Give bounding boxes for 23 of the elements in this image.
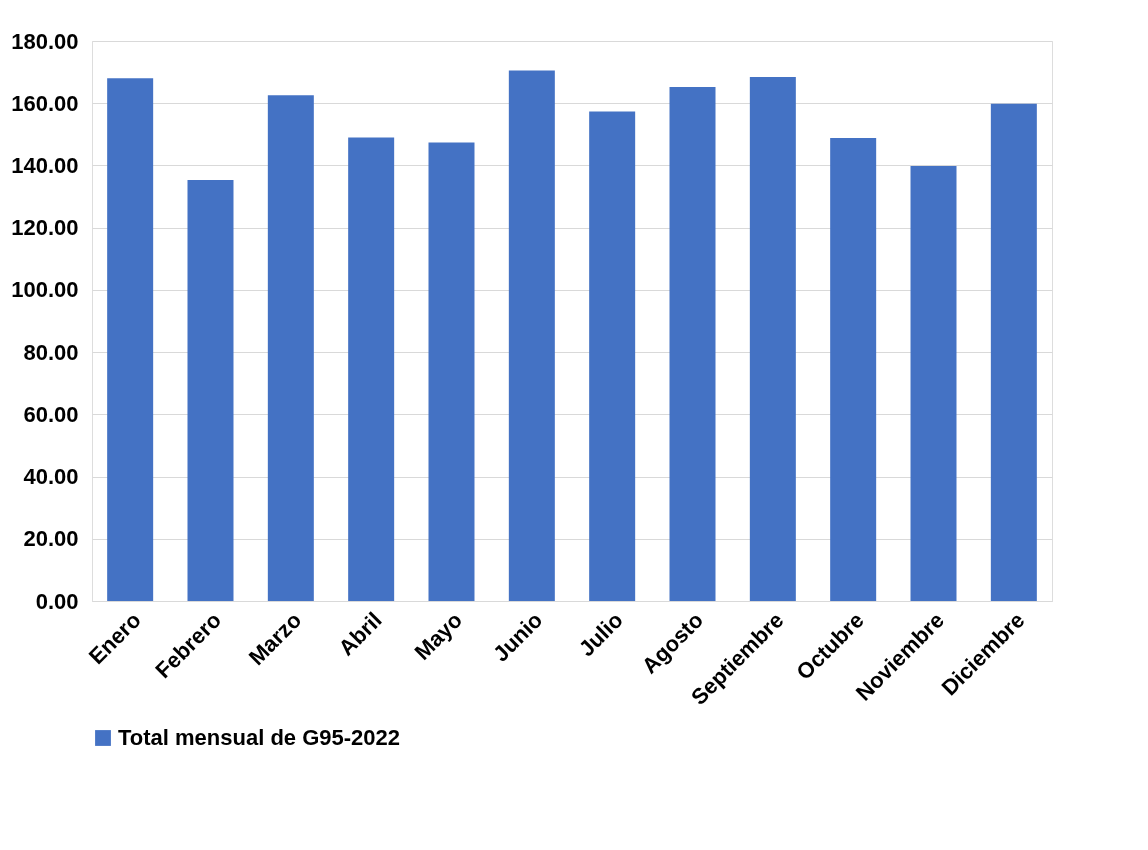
- bar: [990, 103, 1037, 601]
- bar: [267, 95, 314, 601]
- y-tick-label: 60.00: [23, 401, 79, 427]
- y-tick-label: 180.00: [11, 28, 79, 54]
- y-tick-label: 120.00: [11, 215, 79, 241]
- bar: [428, 142, 475, 601]
- bar: [348, 137, 395, 601]
- y-tick-label: 20.00: [23, 526, 79, 552]
- bar: [508, 70, 555, 601]
- bar: [910, 166, 957, 601]
- bar: [107, 78, 154, 601]
- bar: [669, 87, 716, 601]
- y-tick-label: 160.00: [11, 90, 79, 116]
- y-tick-label: 80.00: [23, 339, 79, 365]
- bar: [830, 138, 877, 601]
- bar: [187, 180, 234, 601]
- y-tick-label: 100.00: [11, 277, 79, 303]
- legend-label: Total mensual de G95-2022: [118, 725, 401, 750]
- y-tick-label: 40.00: [23, 464, 79, 490]
- bar: [589, 111, 636, 601]
- bar: [749, 77, 796, 601]
- y-tick-label: 140.00: [11, 152, 79, 178]
- y-tick-label: 0.00: [35, 588, 79, 614]
